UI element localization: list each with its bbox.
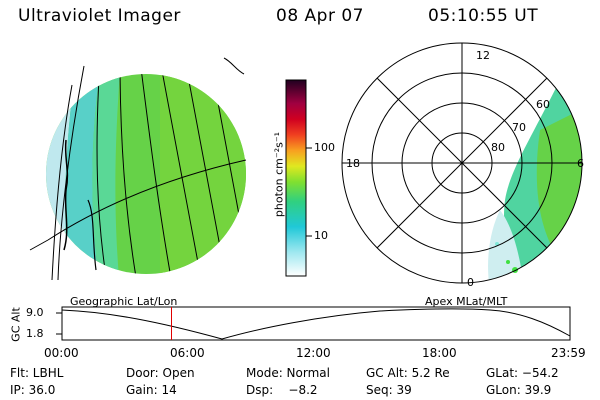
info-mode: Mode: Normal (246, 366, 330, 380)
observation-date: 08 Apr 07 (276, 6, 364, 26)
x-tick-2359: 23:59 (551, 346, 586, 360)
y-tick-1-8: 1.8 (26, 327, 44, 340)
polar-label-18: 18 (346, 157, 360, 170)
current-time-marker (171, 307, 172, 340)
info-gain: Gain: 14 (126, 383, 177, 397)
x-tick-0000: 00:00 (44, 346, 79, 360)
x-tick-1800: 18:00 (422, 346, 457, 360)
info-ip: IP: 36.0 (10, 383, 56, 397)
polar-label-12: 12 (476, 49, 490, 62)
x-tick-1200: 12:00 (296, 346, 331, 360)
geographic-disk (29, 57, 247, 281)
polar-ring-80: 80 (491, 141, 505, 154)
info-filter: Flt: LBHL (10, 366, 64, 380)
polar-label-0: 0 (467, 276, 474, 289)
polar-ring-60: 60 (536, 98, 550, 111)
info-glat: GLat: −54.2 (486, 366, 559, 380)
colorbar-unit-label: photon cm⁻²s⁻¹ (272, 131, 286, 218)
gc-alt-axis-label: GC Alt (9, 307, 23, 342)
info-dsp: Dsp: −8.2 (246, 383, 318, 397)
colorbar (285, 79, 312, 277)
colorbar-tick-10: 10 (314, 229, 328, 242)
apex-label: Apex MLat/MLT (425, 295, 508, 308)
observation-time: 05:10:55 UT (428, 6, 539, 26)
altitude-plot (56, 306, 571, 341)
x-tick-0600: 06:00 (170, 346, 205, 360)
colorbar-tick-100: 100 (314, 141, 335, 154)
polar-label-6: 6 (577, 157, 584, 170)
info-seq: Seq: 39 (366, 383, 412, 397)
polar-plot (341, 42, 583, 284)
y-tick-9: 9.0 (26, 306, 44, 319)
info-gc-alt: GC Alt: 5.2 Re (366, 366, 450, 380)
polar-ring-70: 70 (512, 121, 526, 134)
info-glon: GLon: 39.9 (486, 383, 552, 397)
info-door: Door: Open (126, 366, 195, 380)
geographic-label: Geographic Lat/Lon (70, 295, 178, 308)
instrument-title: Ultraviolet Imager (18, 6, 181, 26)
